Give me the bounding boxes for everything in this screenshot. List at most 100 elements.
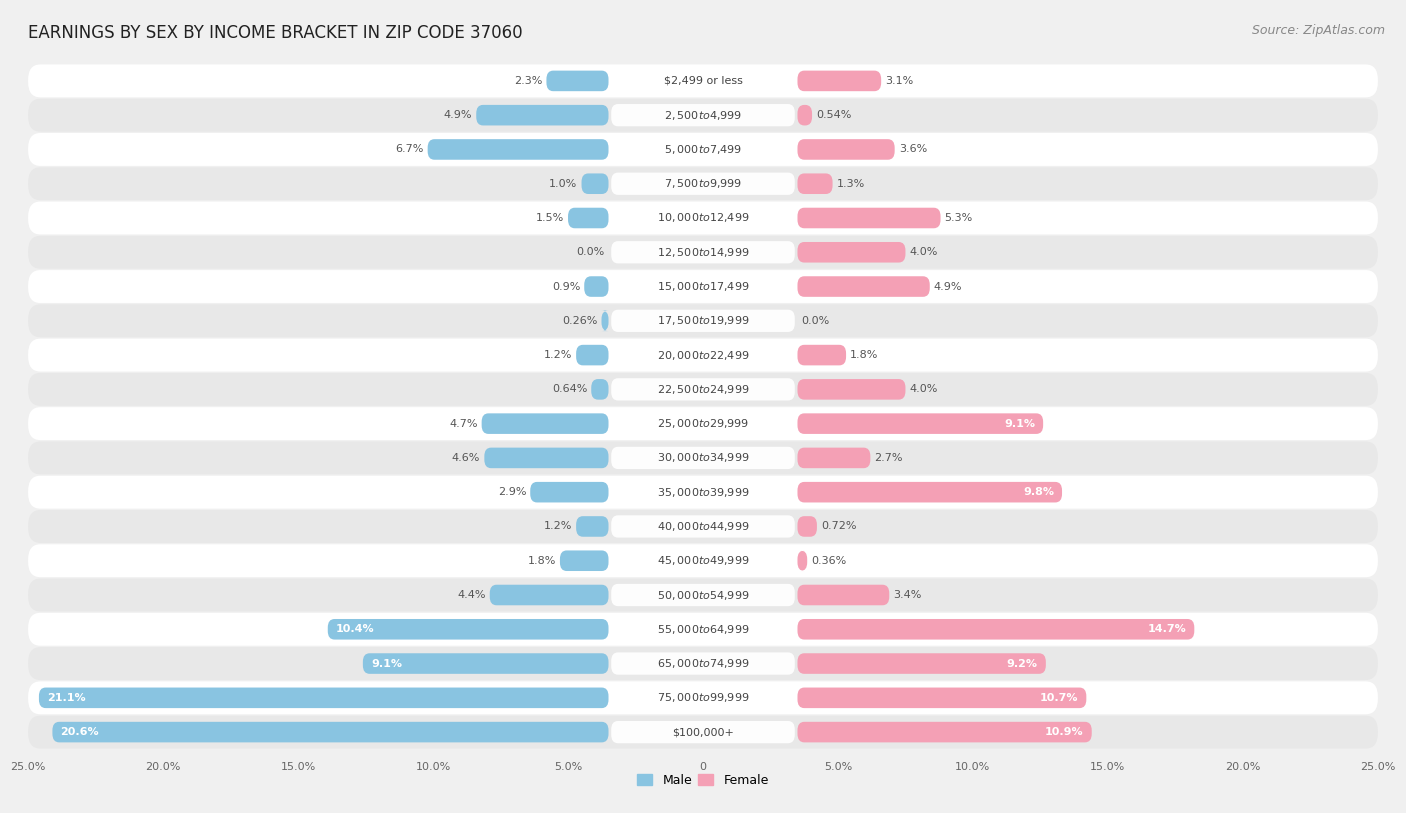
FancyBboxPatch shape bbox=[797, 173, 832, 194]
FancyBboxPatch shape bbox=[28, 373, 1378, 406]
Text: 3.6%: 3.6% bbox=[898, 145, 927, 154]
FancyBboxPatch shape bbox=[612, 207, 794, 229]
Text: 9.1%: 9.1% bbox=[1004, 419, 1035, 428]
Text: $50,000 to $54,999: $50,000 to $54,999 bbox=[657, 589, 749, 602]
FancyBboxPatch shape bbox=[28, 715, 1378, 749]
FancyBboxPatch shape bbox=[560, 550, 609, 571]
FancyBboxPatch shape bbox=[612, 310, 794, 332]
FancyBboxPatch shape bbox=[797, 550, 807, 571]
Text: 2.3%: 2.3% bbox=[515, 76, 543, 86]
Text: $55,000 to $64,999: $55,000 to $64,999 bbox=[657, 623, 749, 636]
Text: 0.0%: 0.0% bbox=[801, 315, 830, 326]
Text: $2,499 or less: $2,499 or less bbox=[664, 76, 742, 86]
Text: 9.8%: 9.8% bbox=[1024, 487, 1054, 498]
FancyBboxPatch shape bbox=[797, 516, 817, 537]
FancyBboxPatch shape bbox=[797, 242, 905, 263]
FancyBboxPatch shape bbox=[797, 688, 1087, 708]
FancyBboxPatch shape bbox=[582, 173, 609, 194]
FancyBboxPatch shape bbox=[530, 482, 609, 502]
FancyBboxPatch shape bbox=[797, 105, 813, 125]
FancyBboxPatch shape bbox=[28, 339, 1378, 372]
Text: $35,000 to $39,999: $35,000 to $39,999 bbox=[657, 485, 749, 498]
FancyBboxPatch shape bbox=[484, 448, 609, 468]
FancyBboxPatch shape bbox=[612, 584, 794, 606]
Text: 0.64%: 0.64% bbox=[551, 385, 588, 394]
Text: $45,000 to $49,999: $45,000 to $49,999 bbox=[657, 554, 749, 567]
FancyBboxPatch shape bbox=[797, 448, 870, 468]
FancyBboxPatch shape bbox=[612, 138, 794, 161]
Text: $22,500 to $24,999: $22,500 to $24,999 bbox=[657, 383, 749, 396]
FancyBboxPatch shape bbox=[28, 681, 1378, 715]
FancyBboxPatch shape bbox=[28, 613, 1378, 646]
FancyBboxPatch shape bbox=[28, 647, 1378, 680]
FancyBboxPatch shape bbox=[28, 270, 1378, 303]
Text: $20,000 to $22,499: $20,000 to $22,499 bbox=[657, 349, 749, 362]
FancyBboxPatch shape bbox=[489, 585, 609, 606]
FancyBboxPatch shape bbox=[612, 550, 794, 572]
Text: $17,500 to $19,999: $17,500 to $19,999 bbox=[657, 315, 749, 328]
FancyBboxPatch shape bbox=[612, 481, 794, 503]
Text: 4.7%: 4.7% bbox=[449, 419, 478, 428]
FancyBboxPatch shape bbox=[797, 722, 1091, 742]
Text: $25,000 to $29,999: $25,000 to $29,999 bbox=[657, 417, 749, 430]
Text: 1.0%: 1.0% bbox=[550, 179, 578, 189]
Legend: Male, Female: Male, Female bbox=[633, 769, 773, 792]
Text: 14.7%: 14.7% bbox=[1147, 624, 1187, 634]
Text: 1.2%: 1.2% bbox=[544, 350, 572, 360]
FancyBboxPatch shape bbox=[612, 172, 794, 195]
FancyBboxPatch shape bbox=[612, 378, 794, 401]
Text: $30,000 to $34,999: $30,000 to $34,999 bbox=[657, 451, 749, 464]
FancyBboxPatch shape bbox=[576, 345, 609, 365]
FancyBboxPatch shape bbox=[612, 652, 794, 675]
FancyBboxPatch shape bbox=[797, 619, 1194, 640]
Text: $65,000 to $74,999: $65,000 to $74,999 bbox=[657, 657, 749, 670]
FancyBboxPatch shape bbox=[477, 105, 609, 125]
FancyBboxPatch shape bbox=[797, 482, 1062, 502]
FancyBboxPatch shape bbox=[797, 345, 846, 365]
Text: 4.0%: 4.0% bbox=[910, 247, 938, 257]
FancyBboxPatch shape bbox=[612, 70, 794, 92]
Text: $75,000 to $99,999: $75,000 to $99,999 bbox=[657, 691, 749, 704]
Text: 3.1%: 3.1% bbox=[886, 76, 914, 86]
Text: EARNINGS BY SEX BY INCOME BRACKET IN ZIP CODE 37060: EARNINGS BY SEX BY INCOME BRACKET IN ZIP… bbox=[28, 24, 523, 42]
Text: 9.2%: 9.2% bbox=[1007, 659, 1038, 668]
FancyBboxPatch shape bbox=[28, 98, 1378, 132]
FancyBboxPatch shape bbox=[797, 413, 1043, 434]
FancyBboxPatch shape bbox=[612, 721, 794, 743]
Text: $15,000 to $17,499: $15,000 to $17,499 bbox=[657, 280, 749, 293]
Text: 0.9%: 0.9% bbox=[551, 281, 581, 292]
Text: 1.2%: 1.2% bbox=[544, 521, 572, 532]
Text: 0.26%: 0.26% bbox=[562, 315, 598, 326]
Text: 4.6%: 4.6% bbox=[451, 453, 481, 463]
FancyBboxPatch shape bbox=[28, 304, 1378, 337]
FancyBboxPatch shape bbox=[612, 618, 794, 641]
Text: 0.0%: 0.0% bbox=[576, 247, 605, 257]
Text: $40,000 to $44,999: $40,000 to $44,999 bbox=[657, 520, 749, 533]
FancyBboxPatch shape bbox=[612, 687, 794, 709]
FancyBboxPatch shape bbox=[612, 344, 794, 366]
Text: $12,500 to $14,999: $12,500 to $14,999 bbox=[657, 246, 749, 259]
FancyBboxPatch shape bbox=[797, 379, 905, 400]
Text: $10,000 to $12,499: $10,000 to $12,499 bbox=[657, 211, 749, 224]
Text: $5,000 to $7,499: $5,000 to $7,499 bbox=[664, 143, 742, 156]
FancyBboxPatch shape bbox=[28, 510, 1378, 543]
FancyBboxPatch shape bbox=[363, 654, 609, 674]
FancyBboxPatch shape bbox=[612, 412, 794, 435]
FancyBboxPatch shape bbox=[797, 71, 882, 91]
FancyBboxPatch shape bbox=[28, 133, 1378, 166]
FancyBboxPatch shape bbox=[28, 407, 1378, 440]
Text: 4.0%: 4.0% bbox=[910, 385, 938, 394]
Text: 21.1%: 21.1% bbox=[46, 693, 86, 702]
Text: 0.54%: 0.54% bbox=[815, 111, 852, 120]
Text: 1.3%: 1.3% bbox=[837, 179, 865, 189]
FancyBboxPatch shape bbox=[39, 688, 609, 708]
Text: 0.36%: 0.36% bbox=[811, 556, 846, 566]
FancyBboxPatch shape bbox=[28, 202, 1378, 234]
FancyBboxPatch shape bbox=[427, 139, 609, 159]
FancyBboxPatch shape bbox=[52, 722, 609, 742]
FancyBboxPatch shape bbox=[797, 276, 929, 297]
FancyBboxPatch shape bbox=[612, 104, 794, 126]
FancyBboxPatch shape bbox=[602, 311, 609, 331]
FancyBboxPatch shape bbox=[28, 579, 1378, 611]
Text: $2,500 to $4,999: $2,500 to $4,999 bbox=[664, 109, 742, 122]
